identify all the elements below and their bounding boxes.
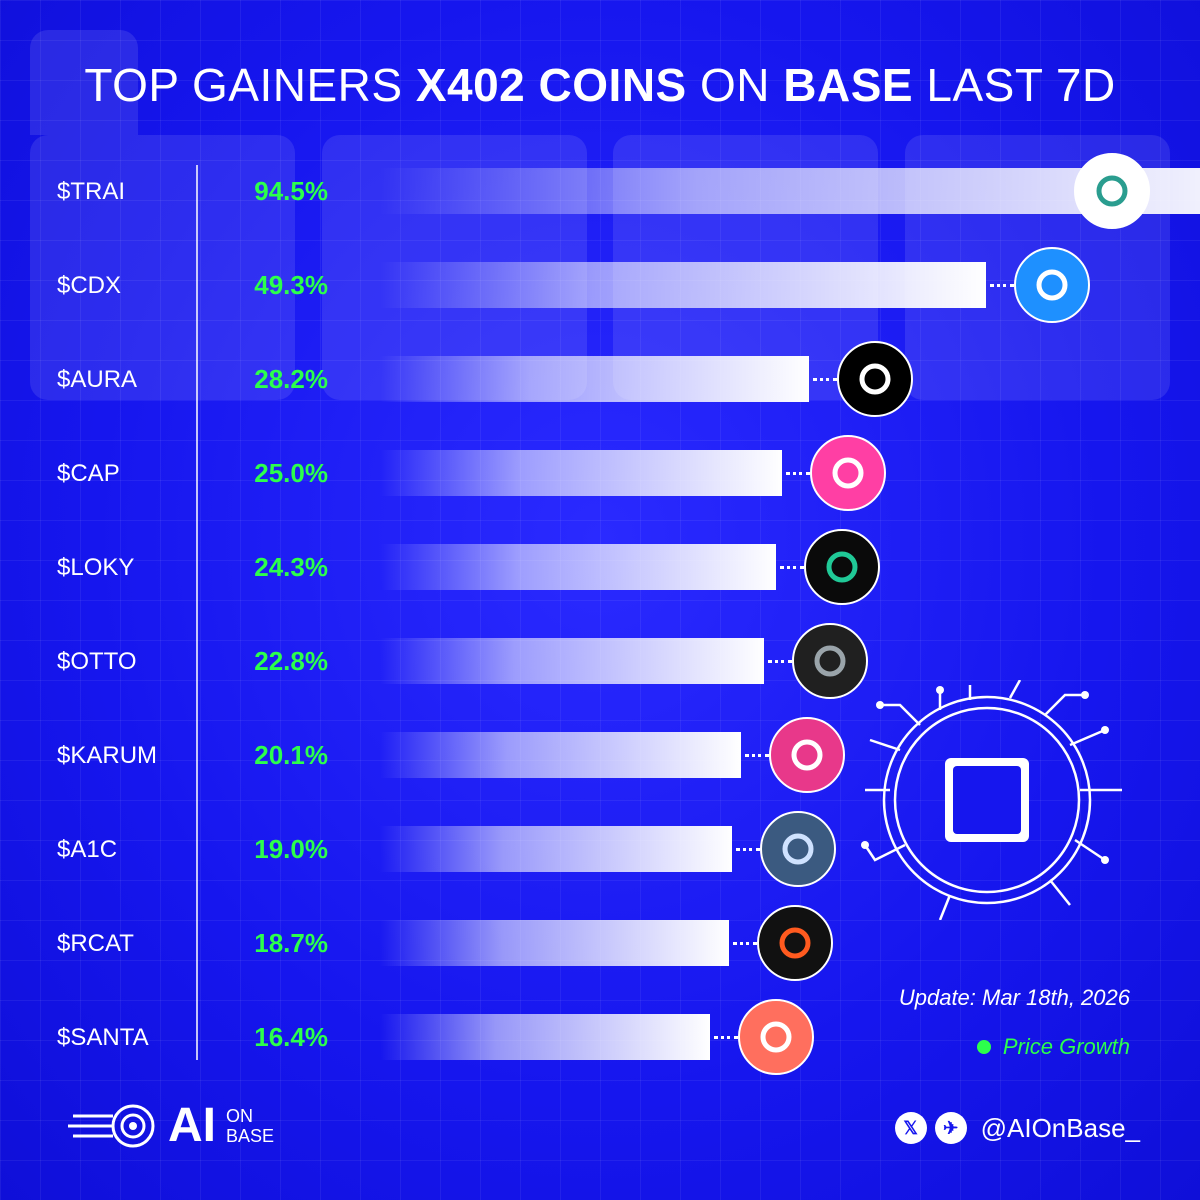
title-part-1: TOP GAINERS [84, 59, 416, 111]
title-part-5: LAST 7D [913, 59, 1116, 111]
bar [380, 356, 809, 402]
category-label: $A1C [57, 836, 118, 863]
value-label: 28.2% [254, 364, 328, 394]
value-label: 94.5% [254, 176, 328, 206]
title-part-3: ON [686, 59, 784, 111]
bar [380, 1014, 710, 1060]
value-label: 24.3% [254, 552, 328, 582]
category-label: $SANTA [57, 1024, 149, 1051]
loky-logo-icon [804, 529, 881, 605]
brand-on: ON [226, 1105, 253, 1126]
brand-logo: AI ON BASE [68, 1098, 274, 1153]
category-label: $KARUM [57, 742, 158, 769]
value-label: 25.0% [254, 458, 328, 488]
bar-connector [744, 754, 769, 757]
category-label: $LOKY [57, 554, 135, 581]
category-label: $AURA [57, 366, 138, 393]
value-label: 20.1% [254, 740, 328, 770]
value-label: 18.7% [254, 928, 328, 958]
rcat-logo-icon [757, 905, 834, 981]
title-panel [30, 30, 138, 135]
bar [380, 262, 987, 308]
bar [380, 638, 764, 684]
category-label: $CDX [57, 272, 122, 299]
category-label: $RCAT [57, 930, 134, 957]
category-label: $TRAI [57, 178, 126, 205]
brand-base: BASE [226, 1125, 275, 1146]
cdx-logo-icon [1014, 247, 1091, 323]
x-twitter-icon[interactable]: 𝕏 [894, 1112, 927, 1144]
category-label: $OTTO [57, 648, 137, 675]
legend-dot-icon [976, 1040, 991, 1054]
santa-logo-icon [737, 999, 814, 1075]
value-label: 49.3% [254, 270, 328, 300]
bar-connector [767, 660, 792, 663]
title-part-2: X402 COINS [415, 59, 687, 111]
bar [380, 450, 782, 496]
bar-connector [780, 566, 805, 569]
social-links: 𝕏 ✈ @AIOnBase_ [894, 1112, 1140, 1144]
bar-connector [990, 284, 1015, 287]
bar [380, 168, 1200, 214]
karum-logo-icon [768, 717, 845, 793]
bar [380, 732, 741, 778]
circuit-brand-icon [68, 1104, 155, 1147]
telegram-icon[interactable]: ✈ [934, 1112, 967, 1144]
social-handle[interactable]: @AIOnBase_ [980, 1112, 1140, 1143]
legend-label: Price Growth [1002, 1034, 1130, 1059]
bg-panel-1 [30, 135, 295, 400]
page-title: TOP GAINERS X402 COINS ON BASE LAST 7D [0, 58, 1200, 112]
chart-divider [196, 165, 198, 1060]
category-label: $CAP [57, 460, 120, 487]
bar-connector [812, 378, 837, 381]
brand-on-base: ON BASE [226, 1106, 274, 1146]
aura-logo-icon [836, 341, 913, 417]
title-part-4: BASE [783, 59, 914, 111]
bar-connector [735, 848, 760, 851]
bar-connector [733, 942, 758, 945]
value-label: 22.8% [254, 646, 328, 676]
otto-logo-icon [791, 623, 868, 699]
legend: Price Growth [976, 1034, 1130, 1060]
bar [380, 544, 777, 590]
brand-ai: AI [168, 1099, 216, 1152]
bar [380, 920, 730, 966]
bar [380, 826, 732, 872]
trai-logo-icon [1074, 153, 1150, 229]
value-label: 19.0% [254, 834, 328, 864]
cap-logo-icon [810, 435, 886, 511]
value-label: 16.4% [254, 1022, 328, 1052]
circuit-emblem-icon [861, 680, 1122, 920]
bar-connector [713, 1036, 738, 1039]
a1c-logo-icon [759, 811, 836, 887]
bar-connector [786, 472, 810, 475]
update-date: Update: Mar 18th, 2026 [898, 985, 1130, 1010]
